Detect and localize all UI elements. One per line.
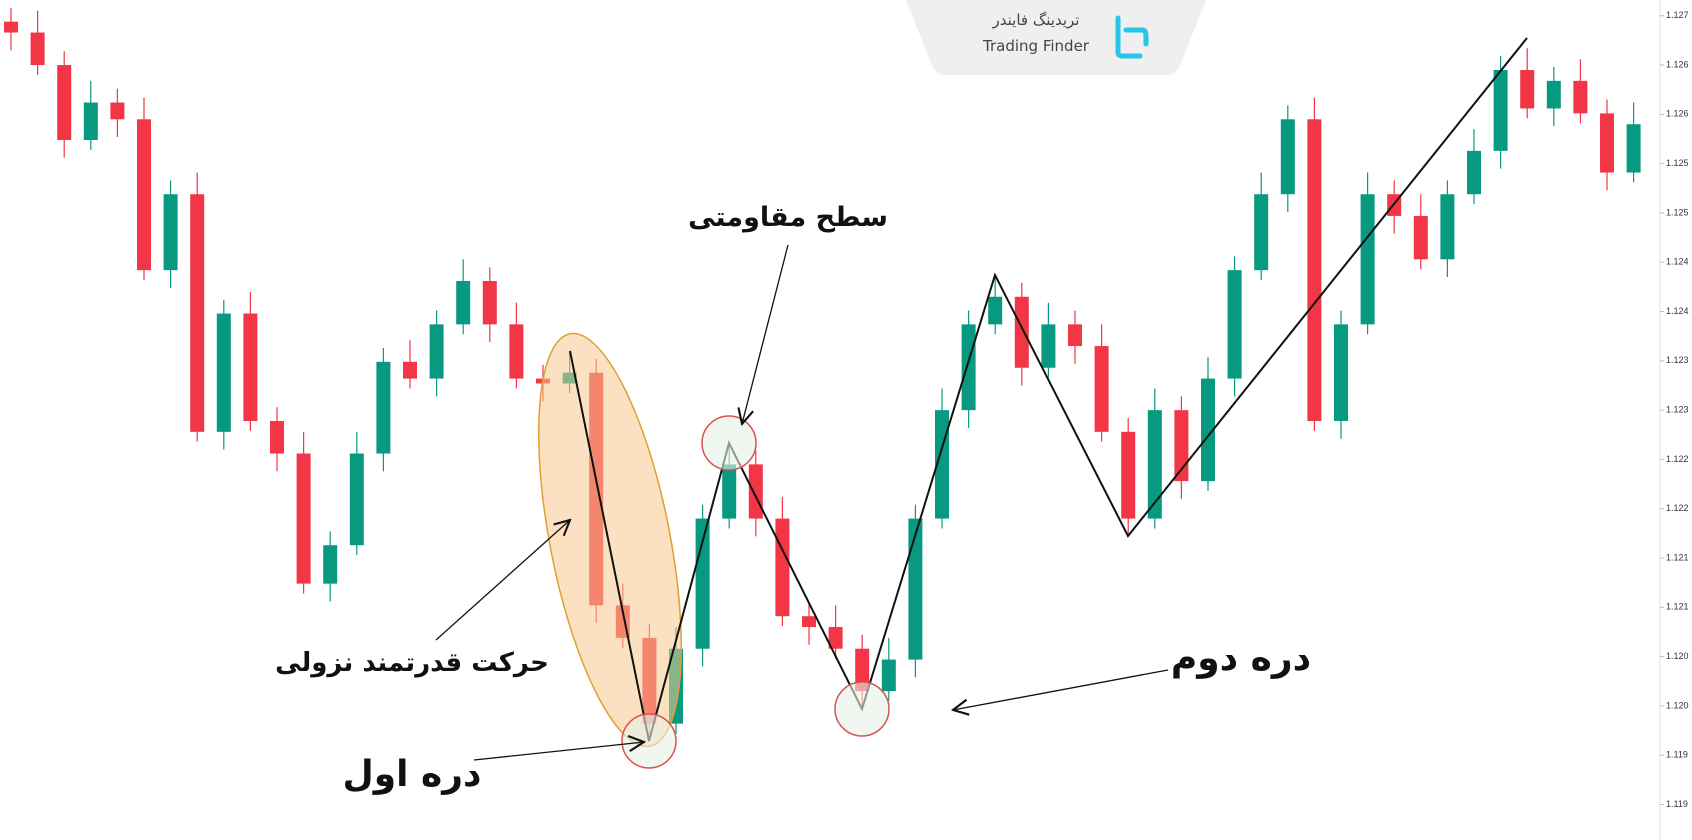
y-tick-label: 1.126 (1666, 109, 1689, 119)
y-tick-label: 1.122 (1666, 503, 1689, 513)
y-tick-label: 1.125 (1666, 158, 1689, 168)
candle-body (243, 313, 258, 421)
candle-body (57, 65, 72, 140)
candle-body (961, 324, 976, 411)
annotation-text: دره اول (343, 754, 482, 795)
candle-body (1254, 194, 1269, 271)
candle-body (1041, 324, 1056, 368)
arrow (953, 669, 1169, 710)
arrow (473, 742, 644, 761)
candle-body (1094, 346, 1109, 432)
y-tick-label: 1.124 (1666, 306, 1689, 316)
annotations: سطح مقاومتی حرکت قدرتمند نزولی دره اول د… (275, 37, 1528, 795)
logo-icon (1115, 15, 1149, 59)
candle-body (722, 464, 737, 519)
annotation-text: سطح مقاومتی (688, 202, 888, 233)
watermark-en: Trading Finder (982, 37, 1090, 55)
y-tick-label: 1.120 (1666, 651, 1689, 661)
candle-body (137, 119, 151, 271)
candle-body (349, 453, 364, 546)
y-tick-label: 1.121 (1666, 552, 1689, 562)
candle-body (855, 648, 870, 692)
candle-body (216, 313, 231, 432)
candle-body (1360, 194, 1375, 325)
arrow (742, 244, 789, 424)
candle-body (1546, 80, 1561, 109)
candle-body (509, 324, 524, 379)
candle-body (270, 420, 284, 454)
candle-body (163, 194, 178, 271)
y-tick-label: 1.123 (1666, 405, 1689, 415)
y-tick-label: 1.125 (1666, 207, 1689, 217)
y-tick-label: 1.123 (1666, 355, 1689, 365)
candle-body (429, 324, 444, 379)
candle-body (403, 361, 417, 379)
candle-body (1413, 215, 1428, 260)
y-tick-label: 1.127 (1666, 10, 1689, 20)
candle-body (190, 194, 205, 432)
candle-body (1307, 119, 1322, 421)
candle-body (1201, 378, 1215, 482)
arrow (435, 520, 570, 641)
candle-body (1493, 70, 1508, 151)
y-tick-label: 1.119 (1666, 799, 1688, 809)
valley-circle (834, 681, 890, 737)
candle-body (110, 102, 125, 120)
y-tick-label: 1.119 (1666, 750, 1688, 760)
candle-body (881, 659, 896, 692)
candle-body (1068, 324, 1082, 347)
candle-body (1520, 70, 1535, 109)
candle-body (1014, 296, 1029, 368)
annotation-text: دره دوم (1171, 638, 1311, 679)
y-tick-label: 1.121 (1666, 602, 1689, 612)
candle-body (1600, 113, 1614, 173)
candle-body (1334, 324, 1348, 421)
candle-body (1626, 124, 1641, 173)
valley-circle (621, 713, 677, 769)
candle-body (296, 453, 311, 584)
watermark-fa: تریدینگ فایندر (992, 11, 1080, 29)
candle-body (482, 280, 497, 325)
candle-body (1121, 431, 1136, 519)
candle-body (908, 518, 923, 660)
annotation-text: حرکت قدرتمند نزولی (275, 648, 549, 678)
candle-body (1467, 150, 1481, 195)
candle-body (802, 616, 816, 628)
y-tick-label: 1.122 (1666, 454, 1689, 464)
candle-body (1440, 194, 1455, 260)
candle-body (1174, 410, 1189, 482)
candle-body (376, 361, 391, 454)
candle-body (1573, 80, 1588, 114)
candle-body (323, 545, 338, 584)
candle-body (1227, 270, 1242, 379)
y-tick-label: 1.126 (1666, 59, 1689, 69)
candle-body (828, 627, 843, 649)
candle-body (83, 102, 98, 140)
candle-body (456, 280, 471, 325)
candle-body (748, 464, 763, 519)
resistance-circle (701, 415, 757, 471)
candle-body (1280, 119, 1295, 195)
y-tick-label: 1.124 (1666, 257, 1689, 267)
candle-body (775, 518, 790, 617)
candle-body (30, 32, 45, 66)
candle-body (988, 296, 1003, 325)
y-tick-label: 1.120 (1666, 700, 1689, 710)
candle-body (4, 21, 18, 33)
candle-body (1147, 410, 1162, 519)
